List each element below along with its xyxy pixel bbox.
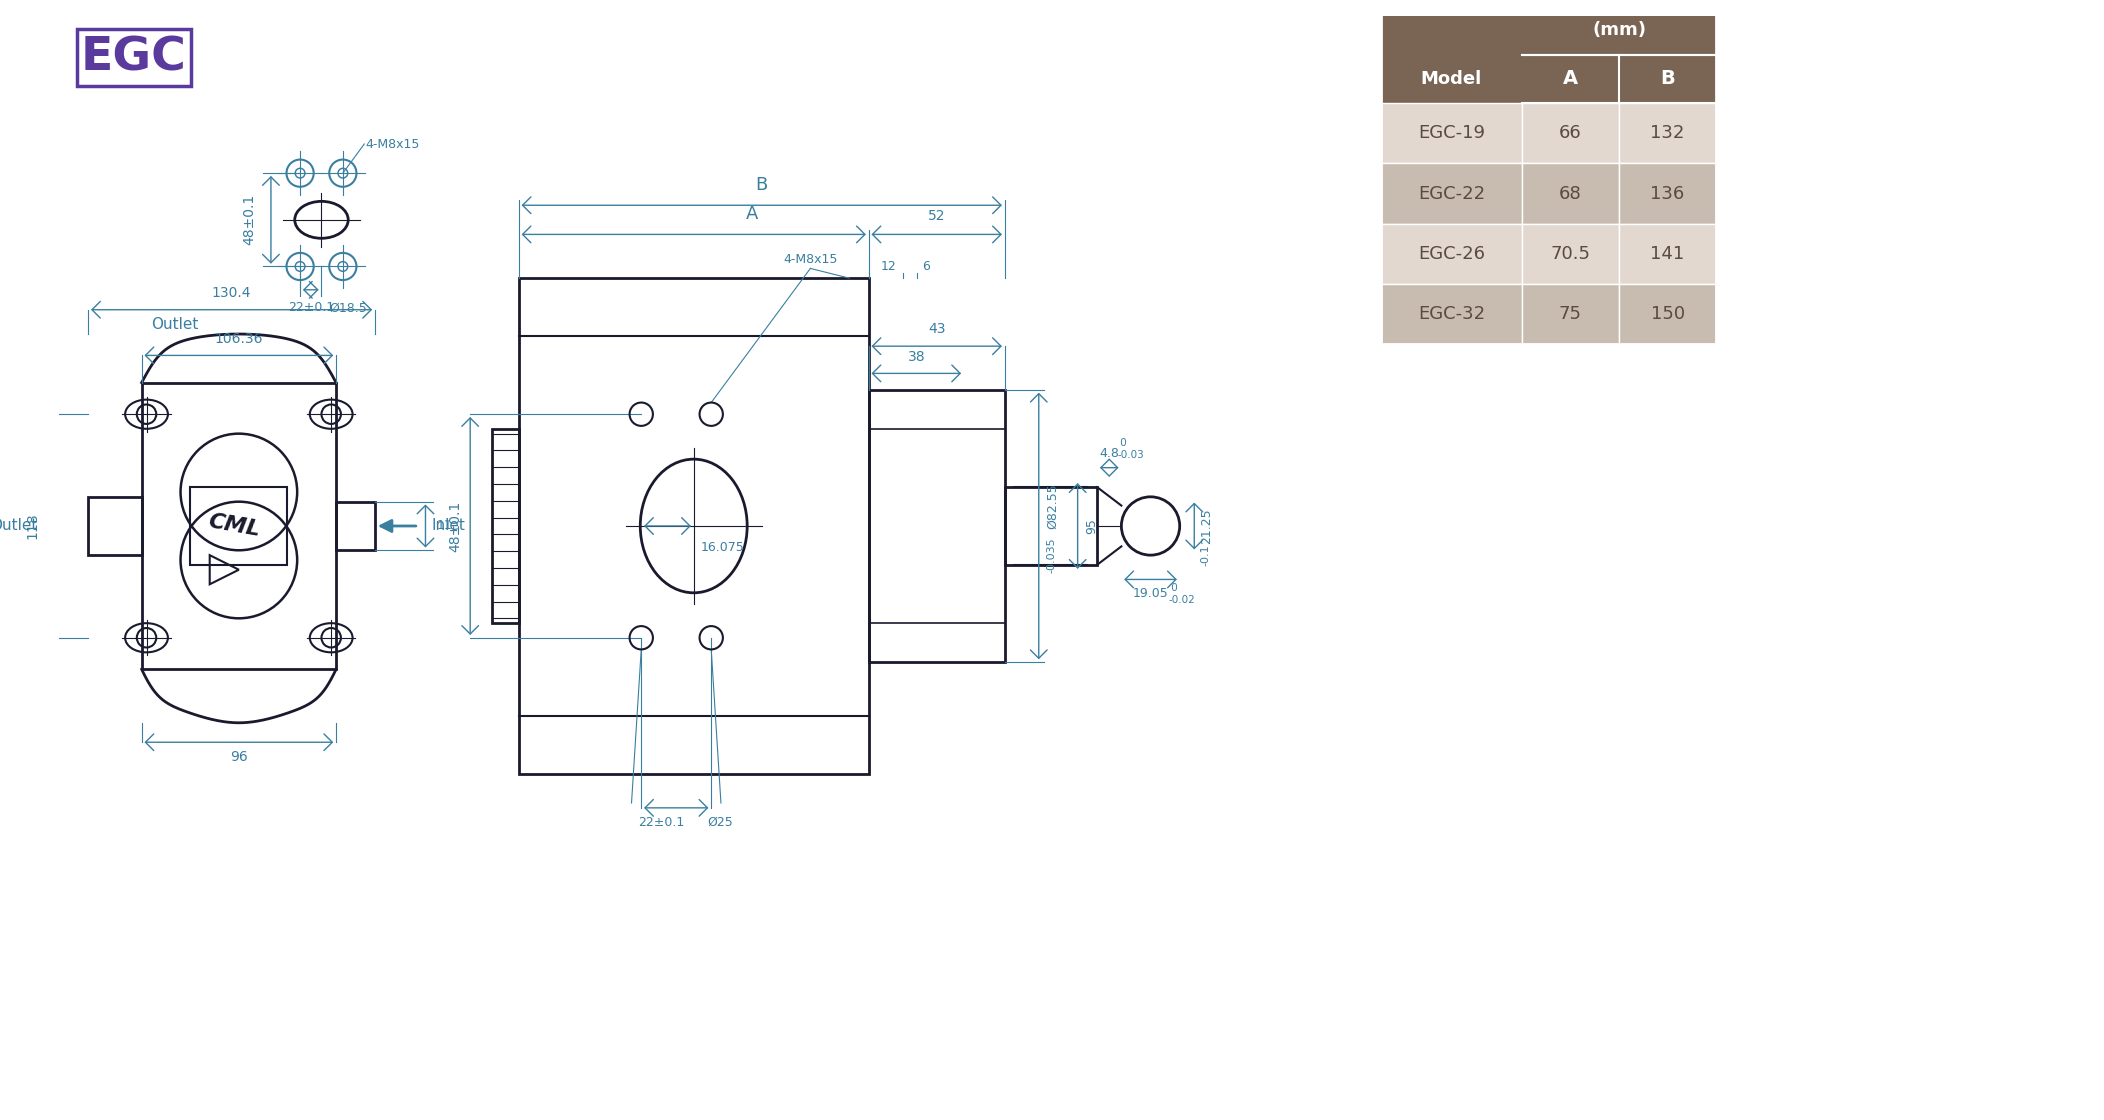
Text: 48±0.1: 48±0.1 <box>242 194 257 245</box>
Bar <box>1380 6 1521 103</box>
Text: B: B <box>1660 69 1675 88</box>
Text: -0.1: -0.1 <box>1199 544 1210 566</box>
Bar <box>189 487 288 564</box>
Text: 68: 68 <box>1559 185 1582 203</box>
Text: Ø18.5: Ø18.5 <box>328 301 366 315</box>
Text: Outlet: Outlet <box>0 519 38 533</box>
Text: A: A <box>745 205 757 223</box>
Bar <box>1521 164 1618 224</box>
Text: 12: 12 <box>879 260 896 273</box>
Text: EGC-22: EGC-22 <box>1418 185 1485 203</box>
Bar <box>1618 103 1717 164</box>
Bar <box>1380 103 1521 164</box>
Text: 6: 6 <box>922 260 930 273</box>
Bar <box>520 278 869 774</box>
Bar <box>1618 55 1717 103</box>
Bar <box>1380 224 1521 284</box>
Text: 48±0.1: 48±0.1 <box>448 501 463 552</box>
Text: 52: 52 <box>928 208 945 223</box>
Text: 75: 75 <box>1559 305 1582 323</box>
Text: 95: 95 <box>1086 519 1098 534</box>
Text: 22±0.1: 22±0.1 <box>288 301 335 315</box>
Text: Ø25: Ø25 <box>707 815 732 829</box>
Bar <box>492 429 520 623</box>
Text: Inlet: Inlet <box>431 519 465 533</box>
Text: 19.05: 19.05 <box>1132 587 1168 600</box>
Text: 0
-0.02: 0 -0.02 <box>1168 584 1195 605</box>
Bar <box>1618 284 1717 344</box>
Text: 38: 38 <box>907 349 926 364</box>
Bar <box>88 497 141 556</box>
Text: 70.5: 70.5 <box>1551 245 1591 263</box>
Bar <box>1521 103 1618 164</box>
Text: 11: 11 <box>438 520 452 532</box>
Text: A: A <box>1563 69 1578 88</box>
Bar <box>869 390 1006 662</box>
Bar <box>1618 224 1717 284</box>
Text: 130.4: 130.4 <box>213 286 250 300</box>
Text: 132: 132 <box>1650 124 1685 142</box>
Text: 150: 150 <box>1650 305 1685 323</box>
Text: EGC: EGC <box>80 35 187 80</box>
Text: Model: Model <box>1420 69 1481 87</box>
Text: 21.25: 21.25 <box>1199 508 1214 544</box>
Bar <box>1380 284 1521 344</box>
Text: 96: 96 <box>229 750 248 764</box>
Text: 4-M8x15: 4-M8x15 <box>366 138 419 150</box>
Bar <box>1521 224 1618 284</box>
Text: Outlet: Outlet <box>151 317 198 333</box>
Bar <box>1521 55 1618 103</box>
Text: EGC-26: EGC-26 <box>1418 245 1485 263</box>
Bar <box>1521 6 1717 55</box>
Text: 118: 118 <box>25 513 40 540</box>
Bar <box>1618 164 1717 224</box>
Text: 22±0.1: 22±0.1 <box>638 815 684 829</box>
Text: EGC-19: EGC-19 <box>1418 124 1485 142</box>
Text: -0.035: -0.035 <box>1046 538 1056 573</box>
Text: 43: 43 <box>928 323 945 336</box>
Bar <box>76 29 191 86</box>
Text: 66: 66 <box>1559 124 1582 142</box>
Bar <box>337 502 375 550</box>
Text: 106.36: 106.36 <box>215 332 263 346</box>
Text: Ø82.55: Ø82.55 <box>1046 484 1060 530</box>
Bar <box>1521 284 1618 344</box>
Text: 136: 136 <box>1650 185 1685 203</box>
Bar <box>141 383 337 670</box>
Bar <box>1380 164 1521 224</box>
Text: B: B <box>755 176 768 194</box>
Text: 4-M8x15: 4-M8x15 <box>783 253 837 267</box>
Text: 141: 141 <box>1650 245 1685 263</box>
Text: 16.075: 16.075 <box>701 541 745 553</box>
Text: CML: CML <box>206 512 261 540</box>
Text: EGC-32: EGC-32 <box>1418 305 1485 323</box>
Text: 4.8: 4.8 <box>1098 447 1119 460</box>
Text: 0
-0.03: 0 -0.03 <box>1117 438 1145 460</box>
Text: (mm): (mm) <box>1593 21 1645 39</box>
Bar <box>1006 487 1096 564</box>
Bar <box>1380 6 1717 344</box>
